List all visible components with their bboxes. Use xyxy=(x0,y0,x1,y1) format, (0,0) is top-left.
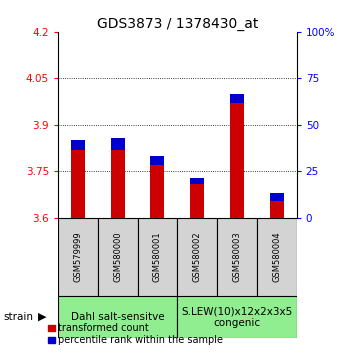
Bar xyxy=(71,140,85,150)
Text: GSM579999: GSM579999 xyxy=(73,231,83,282)
Bar xyxy=(257,218,297,296)
Bar xyxy=(98,218,137,296)
Bar xyxy=(230,94,244,103)
Bar xyxy=(111,138,124,150)
Bar xyxy=(58,296,177,338)
Text: Dahl salt-sensitve: Dahl salt-sensitve xyxy=(71,312,164,322)
Bar xyxy=(177,296,297,338)
Text: GSM580002: GSM580002 xyxy=(193,231,202,282)
Title: GDS3873 / 1378430_at: GDS3873 / 1378430_at xyxy=(97,17,258,31)
Bar xyxy=(71,150,85,218)
Text: GSM580000: GSM580000 xyxy=(113,231,122,282)
Text: GSM580001: GSM580001 xyxy=(153,231,162,282)
Bar xyxy=(190,184,204,218)
Text: S.LEW(10)x12x2x3x5
congenic: S.LEW(10)x12x2x3x5 congenic xyxy=(181,306,293,328)
Bar xyxy=(177,218,217,296)
Bar xyxy=(190,178,204,184)
Text: strain: strain xyxy=(3,312,33,322)
Bar xyxy=(111,150,124,218)
Text: GSM580004: GSM580004 xyxy=(272,231,281,282)
Bar xyxy=(270,201,284,218)
Bar xyxy=(150,156,164,165)
Legend: transformed count, percentile rank within the sample: transformed count, percentile rank withi… xyxy=(46,321,225,347)
Bar xyxy=(150,165,164,218)
Text: ▶: ▶ xyxy=(38,312,46,322)
Bar xyxy=(137,218,177,296)
Text: GSM580003: GSM580003 xyxy=(233,231,241,282)
Bar xyxy=(217,218,257,296)
Bar xyxy=(58,218,98,296)
Bar xyxy=(270,193,284,201)
Bar xyxy=(230,103,244,218)
